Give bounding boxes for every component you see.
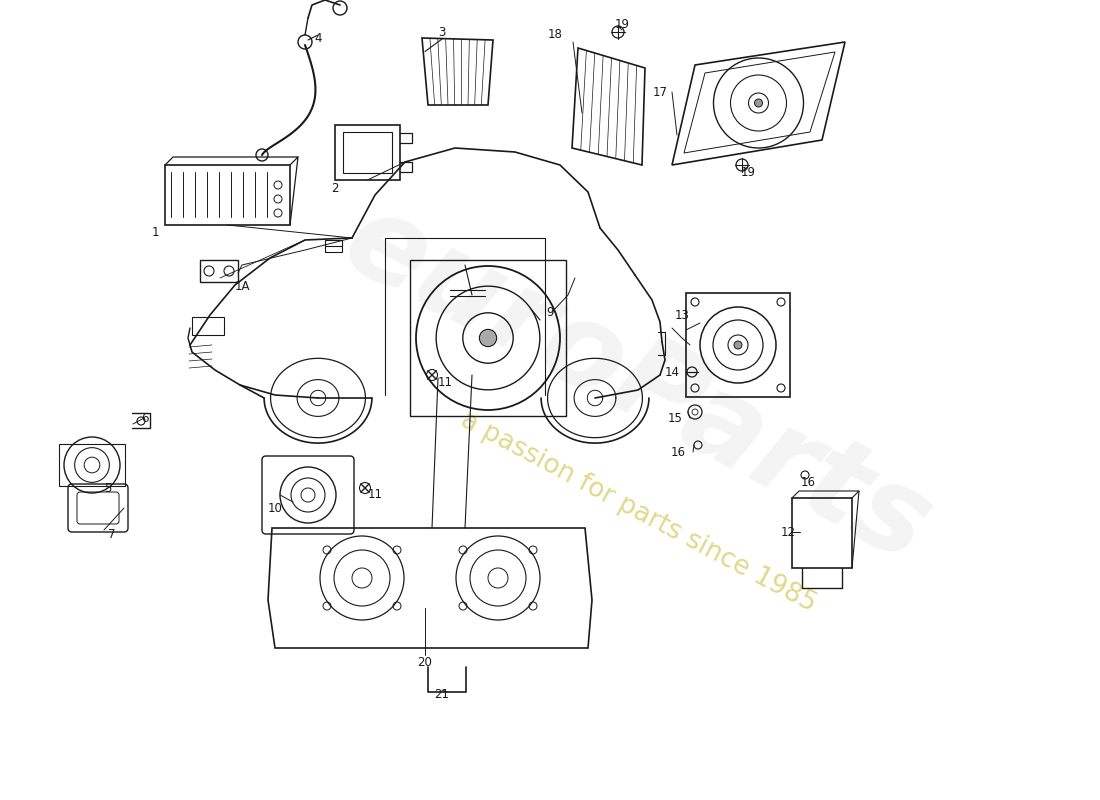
Text: 18: 18 (548, 29, 562, 42)
Text: euroParts: euroParts (326, 182, 950, 586)
Text: 20: 20 (418, 655, 432, 669)
Text: 13: 13 (674, 309, 690, 322)
Text: a passion for parts since 1985: a passion for parts since 1985 (455, 407, 821, 617)
Text: 1: 1 (152, 226, 158, 238)
Text: 12: 12 (781, 526, 795, 538)
Text: 4: 4 (315, 31, 321, 45)
Circle shape (480, 330, 496, 346)
Text: 14: 14 (664, 366, 680, 378)
Text: 19: 19 (615, 18, 629, 31)
Text: 16: 16 (801, 475, 815, 489)
Text: 9: 9 (547, 306, 553, 318)
Text: 7: 7 (108, 529, 115, 542)
Text: 15: 15 (668, 411, 682, 425)
Text: 16: 16 (671, 446, 685, 458)
Text: 1A: 1A (234, 281, 250, 294)
Text: 6: 6 (141, 411, 149, 425)
Text: 11: 11 (438, 375, 452, 389)
Circle shape (755, 99, 762, 107)
Text: 5: 5 (104, 482, 112, 494)
Text: 2: 2 (331, 182, 339, 194)
Text: 19: 19 (740, 166, 756, 178)
Text: 3: 3 (438, 26, 446, 38)
Text: 17: 17 (652, 86, 668, 98)
Text: 21: 21 (434, 689, 450, 702)
Text: 10: 10 (267, 502, 283, 514)
Text: 11: 11 (367, 489, 383, 502)
Circle shape (734, 341, 742, 349)
